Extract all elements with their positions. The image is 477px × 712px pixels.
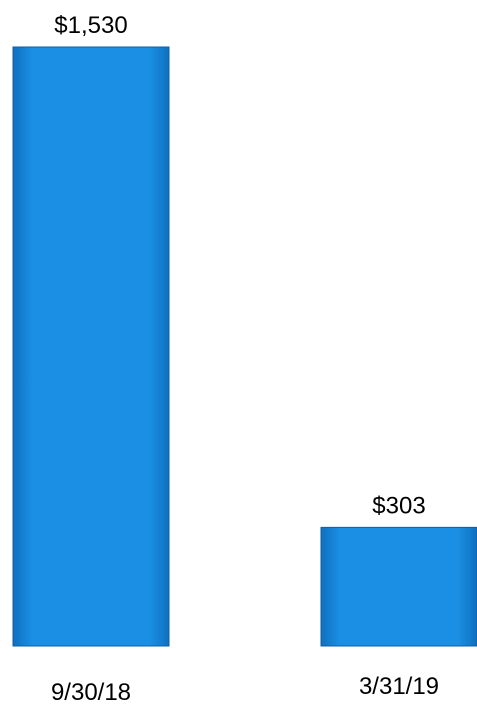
labels-layer: $1,530 9/30/18 $303 3/31/19 bbox=[51, 12, 439, 706]
x-tick-label: 3/31/19 bbox=[359, 673, 439, 700]
bars-layer bbox=[12, 46, 477, 647]
data-label: $1,530 bbox=[54, 12, 127, 39]
bar-3-31-19 bbox=[320, 526, 477, 647]
data-label: $303 bbox=[372, 492, 425, 519]
x-tick-label: 9/30/18 bbox=[51, 679, 131, 706]
bar-9-30-18 bbox=[12, 46, 170, 647]
